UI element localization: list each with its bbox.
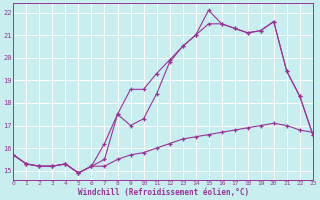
X-axis label: Windchill (Refroidissement éolien,°C): Windchill (Refroidissement éolien,°C) bbox=[77, 188, 249, 197]
